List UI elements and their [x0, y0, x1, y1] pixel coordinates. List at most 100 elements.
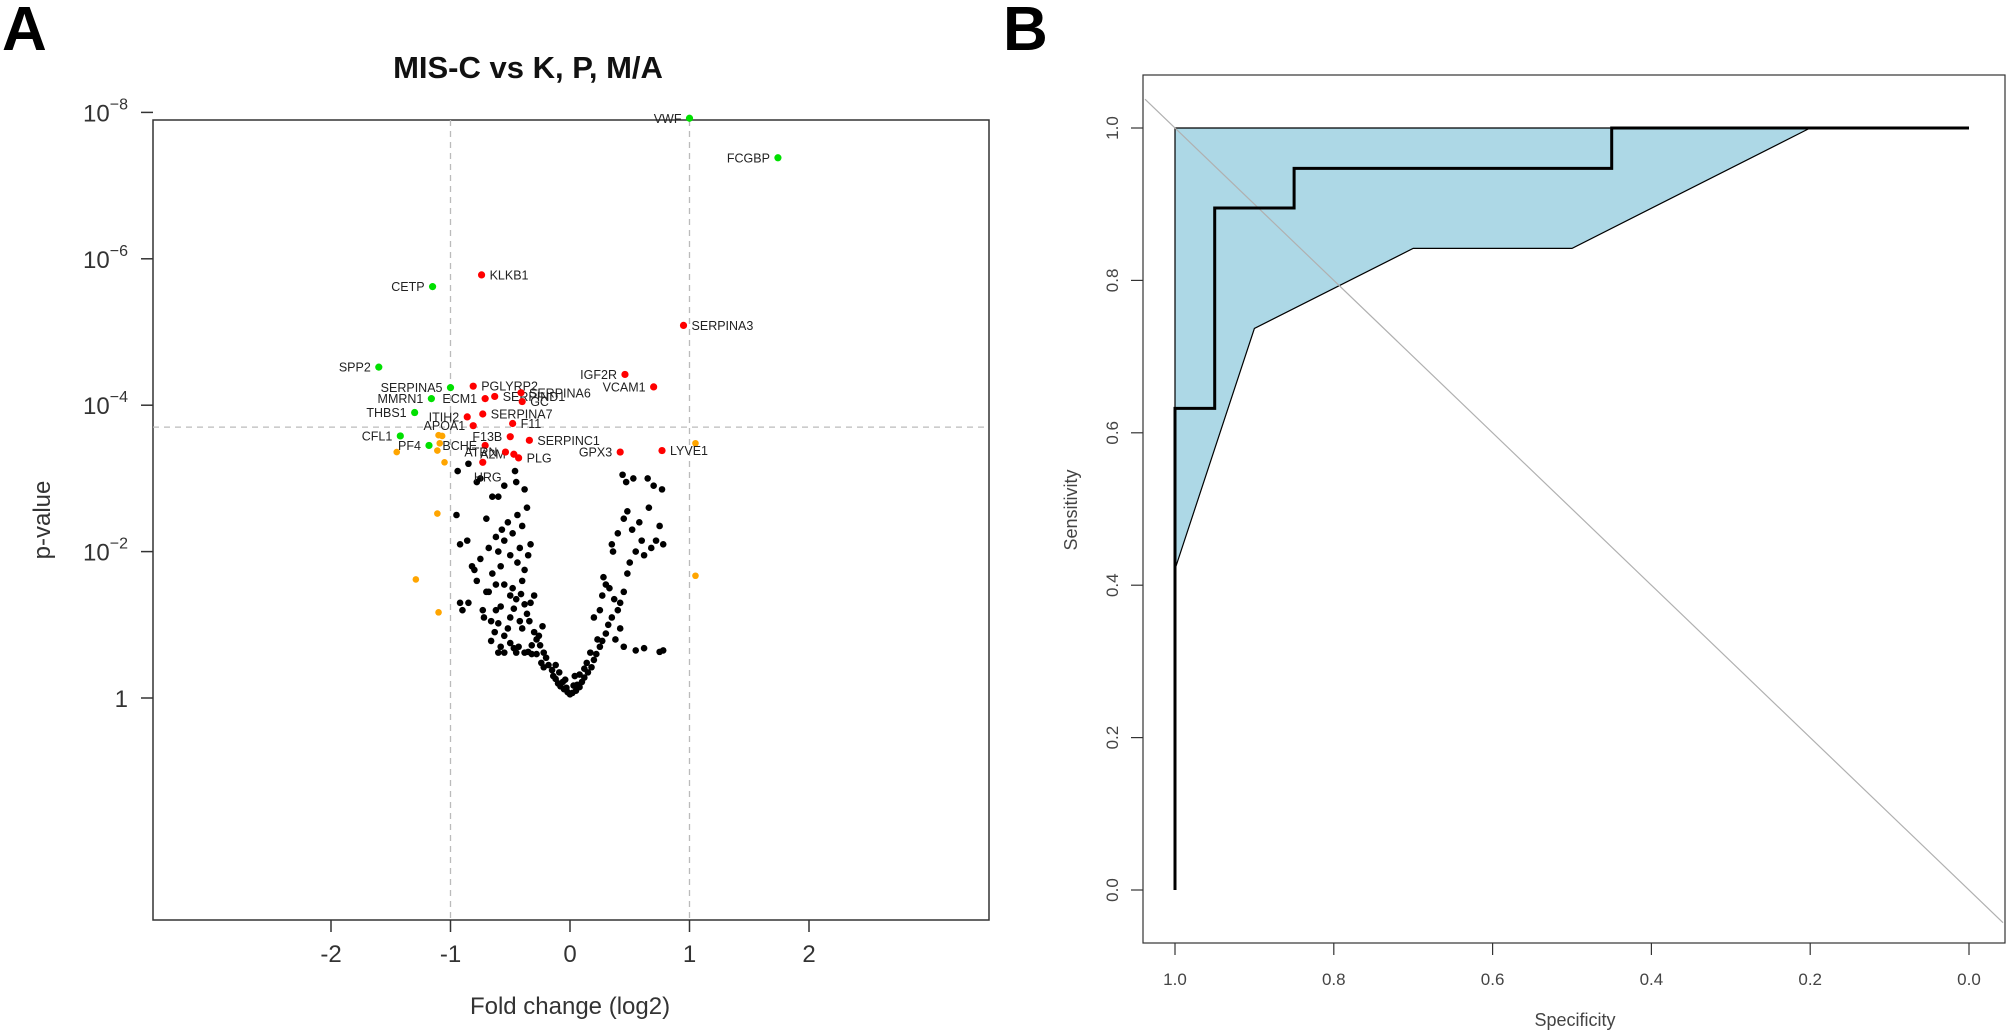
ns-point: [497, 643, 504, 651]
roc-y-tick-label: 0.6: [1103, 421, 1122, 445]
ns-point: [622, 478, 630, 486]
ns-point: [518, 577, 526, 585]
ns-point: [561, 676, 569, 683]
significant-point: [774, 154, 782, 162]
significant-point: [501, 448, 510, 456]
significant-point: [481, 395, 489, 403]
gene-label: GPX3: [579, 446, 612, 460]
gene-label: SERPINA3: [692, 319, 754, 333]
ns-point: [497, 562, 504, 570]
gene-label: IGF2R: [580, 368, 617, 382]
trend-point: [438, 432, 446, 440]
ns-point: [456, 540, 464, 548]
ns-point: [500, 632, 508, 640]
ns-point: [632, 548, 640, 555]
ns-point: [608, 614, 616, 621]
ns-point: [571, 672, 579, 680]
ns-point: [506, 614, 514, 621]
ns-point: [609, 548, 617, 555]
ns-point: [521, 486, 528, 493]
gene-label: A2M: [480, 448, 506, 462]
ns-point: [536, 641, 544, 649]
ns-point: [563, 684, 570, 692]
roc-x-tick-label: 0.8: [1322, 970, 1346, 989]
roc-diagonal-line: [1144, 98, 2004, 924]
ns-point: [517, 590, 525, 598]
ns-point: [592, 650, 600, 658]
ns-point: [608, 540, 616, 548]
roc-y-tick-label: 1.0: [1103, 116, 1122, 140]
significant-point: [446, 384, 455, 392]
significant-point: [396, 432, 404, 440]
gene-label: MMRN1: [378, 392, 424, 406]
ns-point: [581, 674, 588, 681]
ns-point: [604, 621, 612, 629]
ns-point: [487, 617, 495, 625]
ns-point: [640, 551, 648, 559]
gene-label: F11: [521, 417, 542, 431]
ns-point: [620, 643, 628, 651]
gene-label: VWF: [654, 112, 682, 126]
ns-point: [454, 467, 461, 475]
ns-point: [644, 475, 651, 482]
gene-label: CETP: [391, 280, 424, 294]
ns-point: [542, 654, 550, 662]
ns-point: [456, 599, 464, 607]
ns-point: [656, 648, 663, 656]
ns-point: [510, 605, 518, 612]
ns-point: [626, 559, 634, 566]
ns-point: [528, 641, 536, 649]
gene-label: SPP2: [339, 361, 371, 375]
ns-point: [516, 617, 524, 625]
volcano-y-tick-label: 1: [115, 686, 128, 713]
ns-point: [465, 599, 472, 607]
gene-label: SERPINA5: [381, 381, 443, 395]
ns-point: [590, 614, 598, 621]
gene-label: CFL1: [362, 429, 393, 443]
ns-point: [498, 526, 506, 533]
ns-point: [459, 606, 466, 614]
gene-label: THBS1: [366, 406, 406, 420]
ns-point: [530, 592, 538, 599]
ns-point: [492, 533, 500, 541]
ns-point: [530, 628, 538, 636]
gene-label: VCAM1: [603, 380, 646, 394]
trend-point: [434, 447, 441, 454]
ns-point: [540, 649, 548, 656]
ns-point: [492, 581, 500, 588]
gene-label: GC: [530, 395, 549, 409]
roc-y-axis-label: Sensitivity: [1061, 469, 1081, 550]
ns-point: [628, 526, 636, 533]
ns-point: [489, 570, 496, 577]
significant-point: [491, 392, 499, 401]
roc-y-tick-label: 0.4: [1103, 573, 1122, 597]
ns-point: [596, 643, 604, 651]
significant-point: [428, 283, 437, 291]
ns-point: [500, 482, 508, 490]
gene-label: PGLYRP2: [481, 380, 538, 394]
ns-point: [594, 636, 601, 643]
ns-point: [491, 628, 499, 636]
ns-point: [495, 620, 502, 627]
ns-point: [523, 610, 531, 618]
roc-plot-frame: [1142, 74, 2006, 944]
ns-point: [583, 659, 591, 667]
gene-label: SERPINC1: [537, 434, 600, 448]
ns-point: [540, 663, 548, 671]
gene-label: SERPINA7: [491, 407, 553, 421]
ns-point: [526, 617, 533, 625]
roc-confidence-band: [1174, 127, 1811, 570]
ns-point: [521, 649, 528, 656]
ns-point: [549, 672, 557, 680]
ns-point: [612, 636, 619, 643]
gene-label: SERPINA6: [529, 386, 591, 400]
ns-point: [524, 551, 532, 559]
ns-point: [514, 511, 521, 519]
ns-point: [656, 522, 663, 530]
significant-point: [650, 383, 658, 391]
ns-point: [473, 478, 481, 486]
ns-point: [552, 661, 559, 669]
trend-point: [412, 576, 420, 583]
ns-point: [511, 467, 519, 475]
